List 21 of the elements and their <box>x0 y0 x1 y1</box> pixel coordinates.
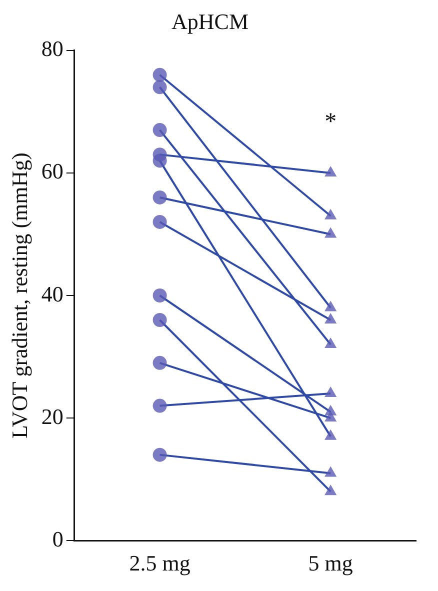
point <box>152 313 167 328</box>
point <box>152 398 167 413</box>
point <box>152 448 167 462</box>
y-tick-label: 40 <box>41 281 64 306</box>
y-tick-label: 20 <box>41 404 64 429</box>
y-tick-label: 60 <box>41 158 64 184</box>
x-tick-label: 5 mg <box>308 550 353 576</box>
y-tick-label: 80 <box>41 36 64 62</box>
y-tick-label: 0 <box>52 526 64 552</box>
point <box>152 214 167 229</box>
point <box>152 190 167 204</box>
annotation: * <box>324 109 337 136</box>
point <box>152 123 167 138</box>
point <box>152 80 167 94</box>
point <box>152 148 167 162</box>
chart-title: ApHCM <box>171 8 249 34</box>
point <box>152 68 167 82</box>
point <box>152 356 167 370</box>
x-tick-label: 2.5 mg <box>129 550 190 576</box>
y-axis-title: LVOT gradient, resting (mmHg) <box>6 152 32 438</box>
point <box>152 288 167 302</box>
